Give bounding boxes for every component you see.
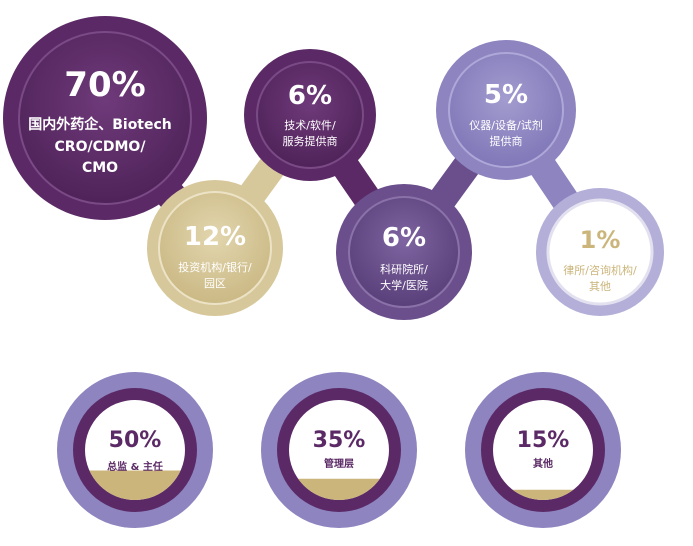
position-other-fill: [493, 489, 593, 500]
position-management-pct: 35%: [313, 428, 366, 453]
node-law-pct: 1%: [580, 226, 621, 254]
position-other-face: [493, 400, 593, 500]
node-research-pct: 6%: [382, 223, 426, 253]
position-other: 15% 其他: [465, 372, 621, 528]
node-tech-line1: 技术/软件/: [284, 118, 336, 132]
node-instrument: 5% 仪器/设备/试剂 提供商: [436, 40, 576, 180]
node-instrument-line2: 提供商: [490, 134, 523, 148]
position-director-label: 总监 & 主任: [107, 460, 163, 473]
position-management-label: 管理层: [324, 457, 354, 470]
node-instrument-inner: [448, 52, 564, 168]
position-other-label: 其他: [533, 457, 553, 470]
node-cro-line3: CMO: [82, 160, 118, 176]
node-cro-line2: CRO/CDMO/: [55, 139, 147, 155]
node-cro-inner: [18, 31, 192, 205]
node-cro-pct: 70%: [64, 65, 145, 105]
node-investment-line2: 园区: [204, 277, 226, 290]
position-management: 35% 管理层: [261, 372, 417, 528]
node-tech-inner: [256, 61, 364, 169]
node-instrument-line1: 仪器/设备/试剂: [469, 118, 542, 132]
node-law: 1% 律所/咨询机构/ 其他: [536, 188, 664, 316]
node-cro-line1: 国内外药企、Biotech: [28, 116, 172, 133]
node-research-line2: 大学/医院: [380, 278, 428, 292]
node-tech-line2: 服务提供商: [283, 134, 338, 148]
node-investment-pct: 12%: [184, 222, 246, 252]
node-tech-pct: 6%: [288, 81, 332, 111]
node-instrument-pct: 5%: [484, 80, 528, 110]
node-law-inner: [546, 198, 654, 306]
node-law-line2: 其他: [589, 280, 611, 293]
node-research-line1: 科研院所/: [380, 262, 428, 276]
node-investment: 12% 投资机构/银行/ 园区: [147, 180, 283, 316]
position-other-pct: 15%: [517, 428, 570, 453]
node-research: 6% 科研院所/ 大学/医院: [336, 184, 472, 320]
node-law-line1: 律所/咨询机构/: [563, 263, 637, 277]
position-director: 50% 总监 & 主任: [57, 372, 213, 528]
position-management-face: [289, 400, 389, 500]
node-investment-inner: [158, 191, 272, 305]
position-director-pct: 50%: [109, 428, 162, 453]
node-investment-line1: 投资机构/银行/: [178, 260, 252, 274]
node-tech: 6% 技术/软件/ 服务提供商: [244, 49, 376, 181]
node-research-inner: [348, 196, 460, 308]
node-cro: 70% 国内外药企、Biotech CRO/CDMO/ CMO: [3, 16, 207, 220]
